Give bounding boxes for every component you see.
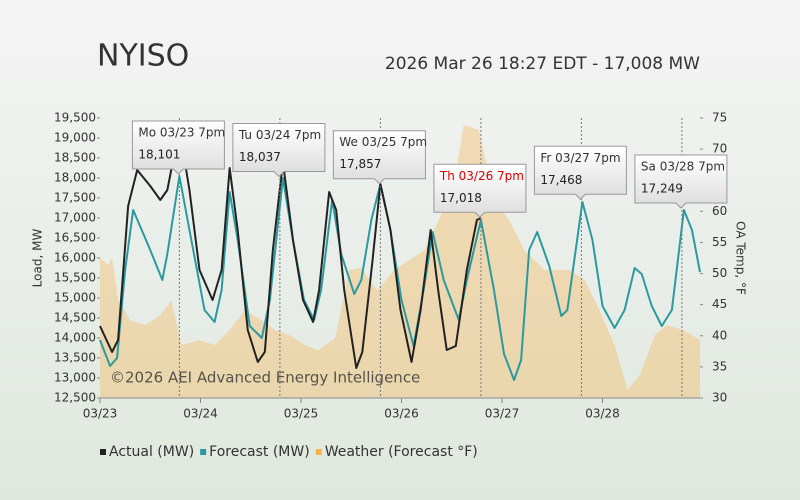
tooltip-label: Th 03/26 7pm (439, 169, 524, 183)
tooltip-value: 18,037 (239, 150, 281, 164)
series-line (99, 127, 482, 369)
weather-area (100, 124, 700, 398)
x-tick-label: 03/27 (485, 407, 520, 421)
tooltip-box (433, 163, 527, 218)
y-tick-label: 19,500 (54, 111, 96, 125)
x-tick-label: 03/25 (284, 407, 319, 421)
tooltip-value: 17,249 (641, 182, 683, 196)
legend-label: Forecast (MW) (209, 444, 310, 460)
tooltip-value: 17,018 (440, 191, 482, 205)
y-tick-label: 18,500 (54, 151, 96, 165)
tooltip-box (232, 123, 326, 178)
tooltip-label: Tu 03/24 7pm (238, 128, 321, 142)
tooltip-box (634, 154, 728, 209)
y2-tick-label: 55 (712, 235, 727, 249)
y2-axis-label: OA Temp, °F (734, 221, 748, 295)
y2-tick-label: 40 (712, 328, 727, 342)
legend-label: Weather (Forecast °F) (325, 444, 478, 460)
x-tick-label: 03/24 (183, 407, 218, 421)
tooltip-box (533, 145, 627, 200)
y2-tick-label: 70 (712, 142, 727, 156)
x-tick-label: 03/23 (83, 407, 118, 421)
series-line (99, 175, 701, 381)
y-tick-label: 13,000 (54, 371, 96, 385)
legend-swatch (100, 449, 106, 455)
y-tick-label: 14,000 (54, 331, 96, 345)
y-tick-label: 15,000 (54, 291, 96, 305)
tooltip-value: 18,101 (138, 147, 180, 161)
y-tick-label: 12,500 (54, 391, 96, 405)
y2-tick-label: 60 (712, 204, 727, 218)
y-tick-label: 16,000 (54, 251, 96, 265)
y2-tick-label: 30 (712, 391, 727, 405)
y2-tick-label: 75 (712, 111, 727, 125)
x-tick-label: 03/28 (585, 407, 620, 421)
y-tick-label: 17,500 (54, 191, 96, 205)
legend-swatch (315, 449, 322, 455)
tooltip-label: Fr 03/27 7pm (540, 151, 620, 165)
legend-swatch (200, 449, 207, 455)
y-axis-label: Load, MW (31, 229, 45, 288)
tooltip-box (332, 130, 426, 185)
tooltip-label: Sa 03/28 7pm (641, 160, 725, 174)
tooltip-label: Mo 03/23 7pm (138, 125, 225, 139)
y2-tick-label: 50 (712, 266, 727, 280)
y-tick-label: 13,500 (54, 351, 96, 365)
tooltip-value: 17,468 (540, 173, 582, 187)
tooltip-label: We 03/25 7pm (339, 135, 427, 149)
y-tick-label: 18,000 (54, 171, 96, 185)
y2-tick-label: 35 (712, 359, 727, 373)
y-tick-label: 15,500 (54, 271, 96, 285)
watermark: ©2026 AEI Advanced Energy Intelligence (110, 369, 420, 387)
y-tick-label: 16,500 (54, 231, 96, 245)
chart-title: NYISO (97, 39, 189, 74)
y-tick-label: 17,000 (54, 211, 96, 225)
y2-tick-label: 45 (712, 297, 727, 311)
x-tick-label: 03/26 (384, 407, 419, 421)
chart-subtitle: 2026 Mar 26 18:27 EDT - 17,008 MW (385, 54, 700, 74)
tooltip-value: 17,857 (339, 157, 381, 171)
tooltip-box (131, 120, 225, 175)
y-tick-label: 19,000 (54, 131, 96, 145)
y-tick-label: 14,500 (54, 311, 96, 325)
legend-label: Actual (MW) (109, 444, 194, 460)
